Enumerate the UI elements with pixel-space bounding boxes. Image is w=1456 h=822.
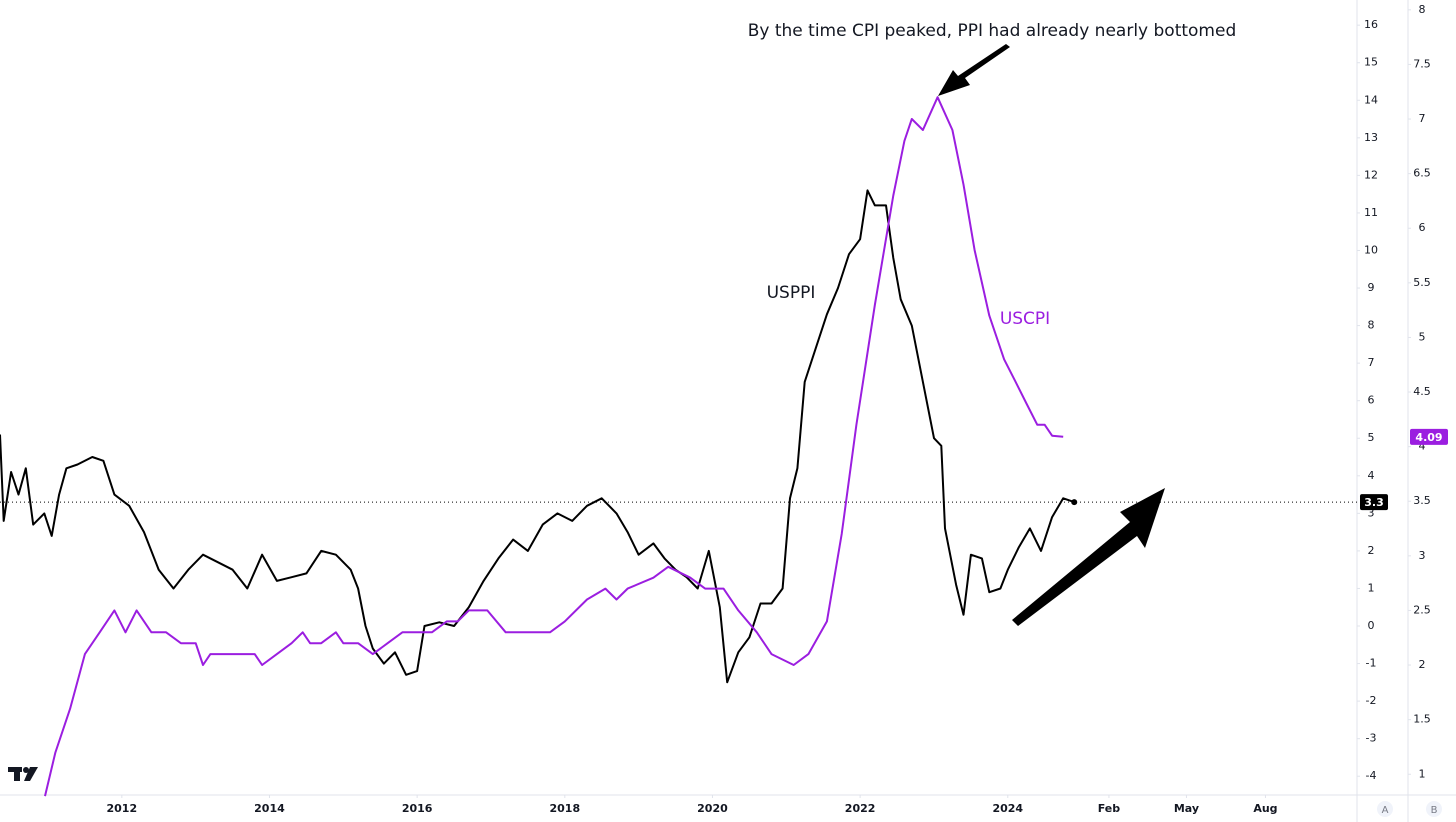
series-label: USCPI — [1000, 309, 1050, 329]
logo-part — [24, 767, 38, 781]
axis-button[interactable] — [1377, 801, 1393, 817]
y-tick-label: 4 — [1368, 469, 1375, 482]
x-tick-label: 2024 — [992, 802, 1023, 815]
arrow — [1012, 488, 1165, 626]
y2-tick-label: 6 — [1419, 221, 1426, 234]
y2-tick-label: 1 — [1419, 767, 1426, 780]
y-tick-label: -4 — [1366, 769, 1377, 782]
y2-tick-label: 1.5 — [1413, 713, 1431, 726]
x-tick-label: 2020 — [697, 802, 728, 815]
y2-tick-label: 7.5 — [1413, 57, 1431, 70]
series-line — [0, 189, 1075, 684]
y2-tick-label: 5 — [1419, 330, 1426, 343]
y-tick-label: 1 — [1368, 581, 1375, 594]
y-tick-label: 16 — [1364, 18, 1378, 31]
logo-part — [23, 767, 29, 773]
y2-tick-label: 4 — [1419, 440, 1426, 453]
x-tick-label: Aug — [1253, 802, 1277, 815]
logo — [8, 767, 38, 781]
axis-button[interactable] — [1426, 801, 1442, 817]
y-tick-label: -3 — [1366, 732, 1377, 745]
last-value-tag — [1360, 494, 1388, 511]
y2-tick-label: 7 — [1419, 112, 1426, 125]
x-tick-label: 2014 — [254, 802, 285, 815]
y-tick-label: 5 — [1368, 431, 1375, 444]
annotation: By the time CPI peaked, PPI had already … — [748, 21, 1237, 41]
x-tick-label: Feb — [1098, 802, 1121, 815]
y-tick-label: 12 — [1364, 168, 1378, 181]
y2-tick-label: 3 — [1419, 549, 1426, 562]
y-tick-label: 3 — [1368, 506, 1375, 519]
y-tick-label: 6 — [1368, 394, 1375, 407]
arrow — [938, 44, 1010, 96]
x-tick-label: 2012 — [107, 802, 138, 815]
axis-button-label[interactable]: A — [1382, 805, 1389, 816]
y-tick-label: 10 — [1364, 243, 1378, 256]
y-tick-label: 8 — [1368, 319, 1375, 332]
y2-tick-label: 2 — [1419, 658, 1426, 671]
y-tick-label: 13 — [1364, 131, 1378, 144]
y-tick-label: 9 — [1368, 281, 1375, 294]
y2-tick-label: 3.5 — [1413, 494, 1431, 507]
y-tick-label: 7 — [1368, 356, 1375, 369]
x-tick-label: 2016 — [402, 802, 433, 815]
x-tick-label: May — [1174, 802, 1199, 815]
y2-tick-label: 5.5 — [1413, 276, 1431, 289]
axis-button-label[interactable]: B — [1431, 805, 1438, 816]
series-line — [44, 96, 1064, 797]
last-value-tag — [1410, 428, 1448, 445]
y2-tick-label: 4.5 — [1413, 385, 1431, 398]
x-tick-label: 2018 — [549, 802, 580, 815]
y-tick-label: -2 — [1366, 694, 1377, 707]
y-tick-label: -1 — [1366, 657, 1377, 670]
series-label: USPPI — [767, 283, 816, 303]
y-tick-label: 14 — [1364, 93, 1378, 106]
y-tick-label: 11 — [1364, 206, 1378, 219]
y-tick-label: 0 — [1368, 619, 1375, 632]
y-tick-label: 2 — [1368, 544, 1375, 557]
last-value-label: 4.09 — [1415, 431, 1442, 444]
plot — [0, 96, 1357, 797]
last-value-label: 3.3 — [1364, 496, 1384, 509]
logo-part — [14, 767, 20, 781]
x-tick-label: 2022 — [845, 802, 876, 815]
y2-tick-label: 2.5 — [1413, 603, 1431, 616]
last-point — [1071, 499, 1078, 506]
y2-tick-label: 8 — [1419, 3, 1426, 16]
y-tick-label: 15 — [1364, 56, 1378, 69]
y2-tick-label: 6.5 — [1413, 167, 1431, 180]
